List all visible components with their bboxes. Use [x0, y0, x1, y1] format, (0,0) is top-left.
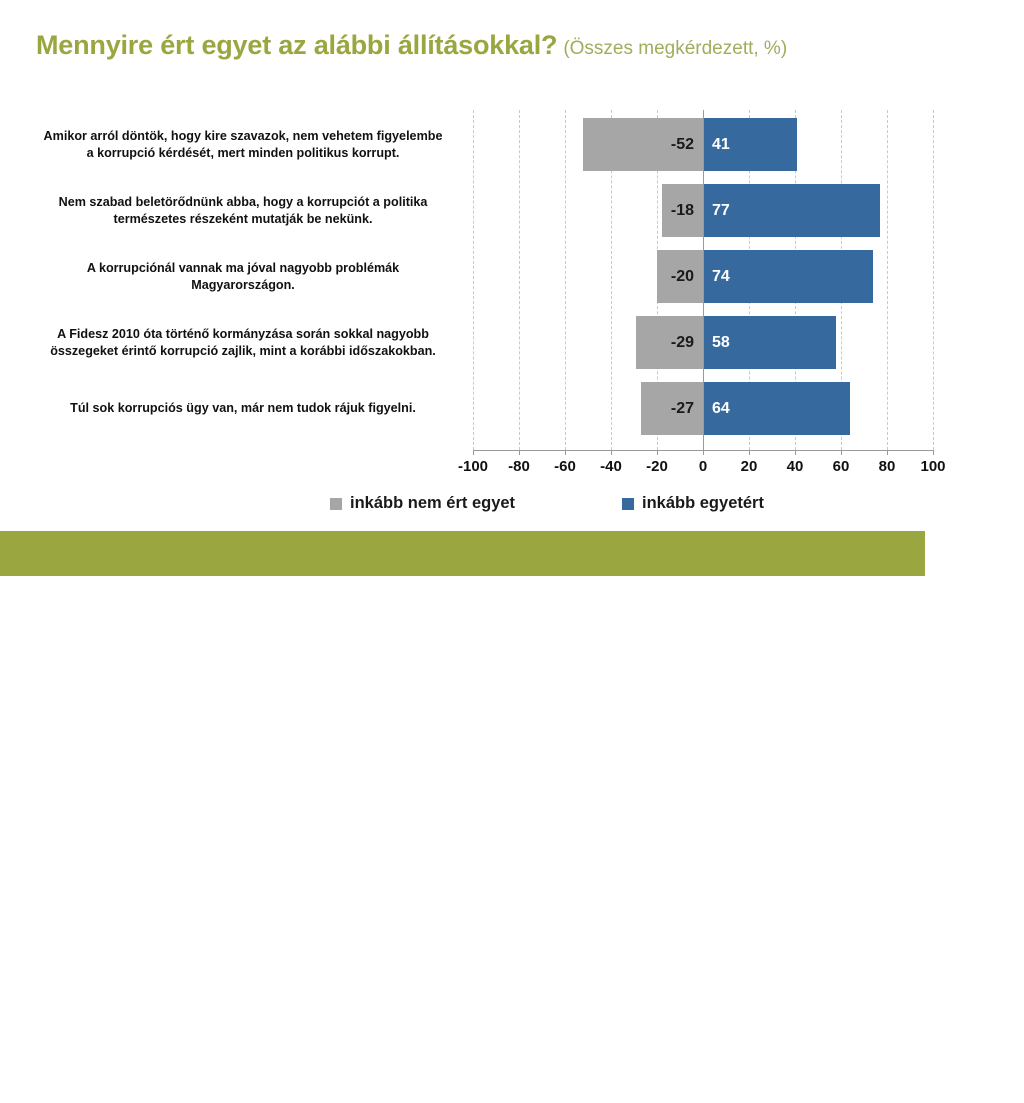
bar-row: -27 64 — [473, 382, 933, 435]
category-label: Túl sok korrupciós ügy van, már nem tudo… — [18, 400, 468, 417]
bar-value-label-agree: 74 — [712, 267, 730, 285]
axis-tick-label: -20 — [646, 458, 668, 475]
bar-value-label-disagree: -52 — [670, 135, 694, 153]
zero-axis-line — [703, 110, 704, 450]
bar-row: -18 77 — [473, 184, 933, 237]
legend-item[interactable]: inkább egyetért — [622, 494, 764, 513]
bar-value-label-agree: 58 — [712, 333, 730, 351]
axis-tick — [519, 450, 520, 455]
category-label-line: Magyarországon. — [191, 277, 295, 292]
legend-label: inkább nem ért egyet — [350, 494, 516, 512]
bar-value-label-agree: 77 — [712, 201, 730, 219]
axis-tick — [473, 450, 474, 455]
axis-tick-label: 20 — [740, 458, 758, 475]
bar-segment-agree[interactable]: 74 — [703, 250, 874, 303]
category-label-line: a korrupció kérdését, mert minden politi… — [86, 145, 400, 160]
footer-bar — [0, 531, 925, 576]
bar-value-label-disagree: -27 — [670, 399, 694, 417]
legend-swatch-icon — [330, 497, 342, 510]
gridline — [519, 110, 520, 450]
axis-tick — [703, 450, 704, 455]
axis-tick-label: -40 — [600, 458, 622, 475]
gridline — [933, 110, 934, 450]
bar-segment-agree[interactable]: 58 — [703, 316, 837, 369]
axis-tick — [611, 450, 612, 455]
bar-row: -29 58 — [473, 316, 933, 369]
axis-tick — [565, 450, 566, 455]
axis-tick-label: 60 — [832, 458, 850, 475]
gridline — [611, 110, 612, 450]
chart-plot-area: -52 41 -18 77 -20 74 -29 58 -27 64 — [473, 110, 934, 450]
axis-tick-label: -80 — [508, 458, 530, 475]
bar-segment-disagree[interactable]: -18 — [661, 184, 703, 237]
bar-segment-disagree[interactable]: -20 — [657, 250, 703, 303]
category-label-line: Túl sok korrupciós ügy van, már nem tudo… — [70, 401, 416, 415]
category-label-line: összegeket érintő korrupció zajlik, mint… — [50, 343, 436, 358]
bar-row: -20 74 — [473, 250, 933, 303]
bar-segment-disagree[interactable]: -29 — [636, 316, 703, 369]
axis-tick — [749, 450, 750, 455]
axis-tick-label: 100 — [920, 458, 946, 475]
category-label-line: Amikor arról döntök, hogy kire szavazok,… — [43, 128, 443, 143]
axis-tick-label: 40 — [786, 458, 804, 475]
bar-segment-agree[interactable]: 41 — [703, 118, 798, 171]
legend-swatch-icon — [622, 497, 634, 510]
legend-item[interactable]: inkább nem ért egyet — [330, 494, 515, 513]
axis-tick — [933, 450, 934, 455]
bar-value-label-disagree: -18 — [670, 201, 694, 219]
category-label: Amikor arról döntök, hogy kire szavazok,… — [18, 128, 468, 162]
axis-tick — [657, 450, 658, 455]
legend-label: inkább egyetért — [642, 494, 764, 512]
logo-box: Publicus Research — [925, 531, 1024, 576]
gridline — [887, 110, 888, 450]
axis-tick — [841, 450, 842, 455]
title-block: Mennyire ért egyet az alábbi állításokka… — [36, 30, 787, 61]
axis-tick-label: 80 — [878, 458, 896, 475]
category-label: A korrupciónál vannak ma jóval nagyobb p… — [18, 260, 468, 294]
gridline — [473, 110, 474, 450]
page-title: Mennyire ért egyet az alábbi állításokka… — [36, 30, 558, 60]
gridline — [565, 110, 566, 450]
category-label-line: A Fidesz 2010 óta történő kormányzása so… — [57, 326, 429, 341]
bar-segment-agree[interactable]: 77 — [703, 184, 881, 237]
chart-legend: inkább nem ért egyet inkább egyetért — [330, 494, 770, 518]
page-subtitle: (Összes megkérdezett, %) — [563, 38, 788, 59]
bar-value-label-disagree: -20 — [670, 267, 694, 285]
axis-tick — [887, 450, 888, 455]
bar-value-label-agree: 64 — [712, 399, 730, 417]
axis-tick — [795, 450, 796, 455]
category-label-line: Nem szabad beletörődnünk abba, hogy a ko… — [58, 194, 428, 209]
bar-value-label-agree: 41 — [712, 135, 730, 153]
category-label-line: természetes részeként mutatják be nekünk… — [113, 211, 373, 226]
bar-segment-disagree[interactable]: -52 — [583, 118, 703, 171]
axis-tick-label: -100 — [457, 458, 489, 475]
bar-row: -52 41 — [473, 118, 933, 171]
bar-segment-agree[interactable]: 64 — [703, 382, 851, 435]
axis-tick-label: 0 — [698, 458, 708, 475]
category-label: Nem szabad beletörődnünk abba, hogy a ko… — [18, 194, 468, 228]
category-label-line: A korrupciónál vannak ma jóval nagyobb p… — [86, 260, 400, 275]
axis-tick-label: -60 — [554, 458, 576, 475]
bar-segment-disagree[interactable]: -27 — [640, 382, 703, 435]
category-label: A Fidesz 2010 óta történő kormányzása so… — [18, 326, 468, 360]
bar-value-label-disagree: -29 — [670, 333, 694, 351]
